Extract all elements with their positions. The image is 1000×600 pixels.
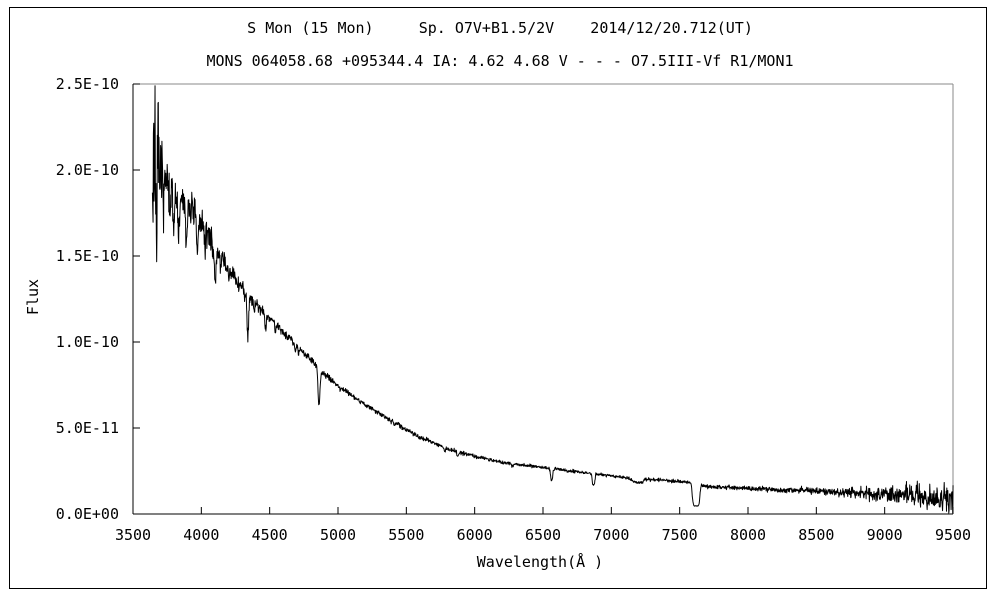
x-tick-label: 9000 — [867, 526, 903, 544]
x-tick-label: 6000 — [457, 526, 493, 544]
x-tick-label: 6500 — [525, 526, 561, 544]
x-tick-label: 7500 — [662, 526, 698, 544]
x-axis-title: Wavelength(Å ) — [476, 553, 604, 571]
y-tick-label: 1.0E-10 — [56, 333, 119, 351]
spectrum-curve — [151, 85, 954, 514]
chart-subtitle: MONS 064058.68 +095344.4 IA: 4.62 4.68 V… — [206, 52, 794, 70]
x-tick-label: 5500 — [388, 526, 424, 544]
x-tick-label: 3500 — [115, 526, 151, 544]
x-tick-label: 4000 — [183, 526, 219, 544]
y-tick-label: 0.0E+00 — [56, 505, 119, 523]
x-tick-label: 8500 — [798, 526, 834, 544]
x-tick-label: 5000 — [320, 526, 356, 544]
x-tick-label: 4500 — [252, 526, 288, 544]
y-tick-label: 1.5E-10 — [56, 247, 119, 265]
x-tick-label: 9500 — [935, 526, 971, 544]
x-tick-label: 7000 — [593, 526, 629, 544]
y-tick-label: 2.0E-10 — [56, 161, 119, 179]
y-tick-label: 5.0E-11 — [56, 419, 119, 437]
chart-title: S Mon (15 Mon) Sp. O7V+B1.5/2V 2014/12/2… — [247, 19, 753, 37]
y-tick-label: 2.5E-10 — [56, 75, 119, 93]
x-tick-label: 8000 — [730, 526, 766, 544]
